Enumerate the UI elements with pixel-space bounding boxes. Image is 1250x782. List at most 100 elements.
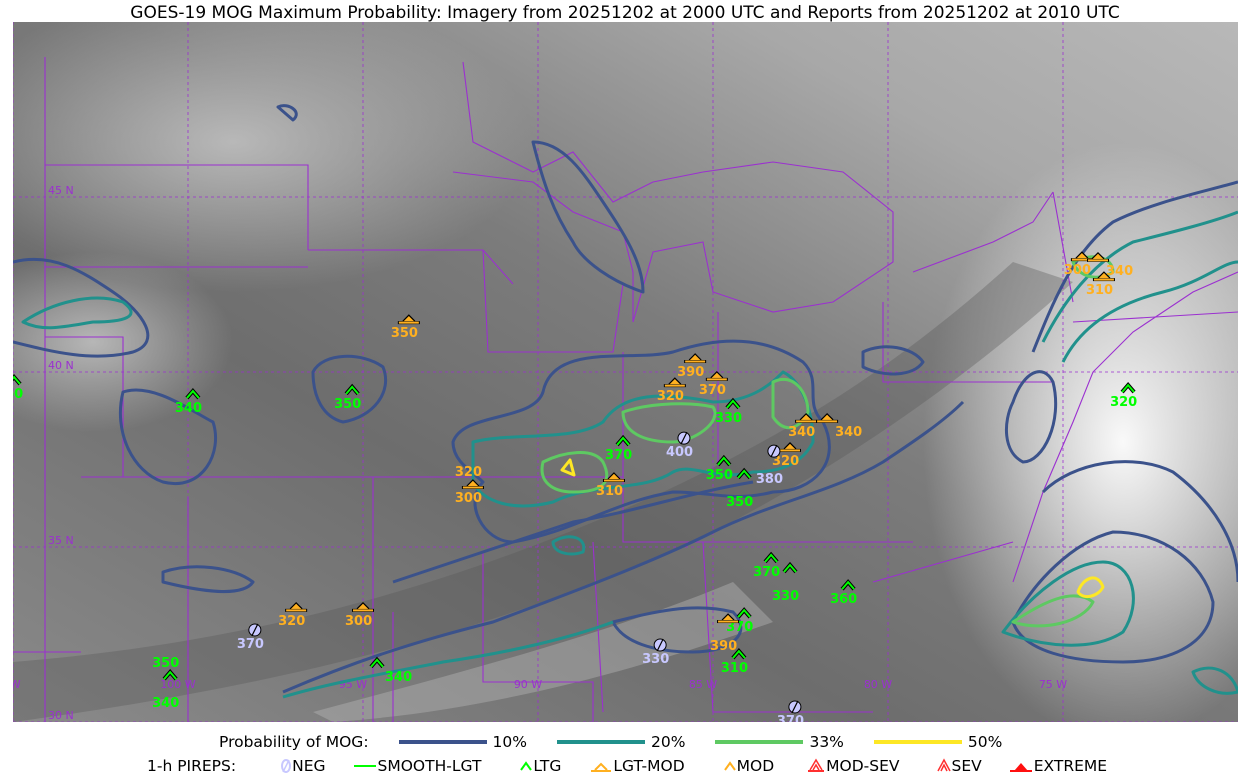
- legend-label: NEG: [292, 757, 326, 775]
- pirep-lgt-mod: 300: [1064, 251, 1093, 278]
- flight-level-label: 350: [706, 468, 733, 483]
- pirep-ltg: 350: [706, 454, 733, 483]
- pirep-neg: 330: [642, 638, 669, 667]
- caret-bar-icon: [1087, 252, 1109, 262]
- pirep-neg: 370: [777, 700, 804, 722]
- legend-label: EXTREME: [1033, 757, 1108, 775]
- pirep-ltg: 340: [369, 656, 412, 685]
- neg-circle-slash-icon: [248, 623, 262, 637]
- dark-band: [13, 262, 1073, 722]
- flight-level-label: 330: [715, 411, 742, 426]
- caret-bar-icon: [663, 377, 686, 388]
- swatch-50-percent: [873, 740, 962, 744]
- neg-circle-slash-icon: [788, 700, 802, 714]
- caret-icon: [723, 761, 736, 771]
- flight-level-label: 350: [391, 326, 418, 341]
- pirep-lgt-mod: 370: [699, 371, 728, 398]
- cloud-northwest: [13, 22, 533, 292]
- caret-bar-icon: [591, 762, 612, 772]
- flight-level-label: 370: [699, 383, 726, 398]
- caret-bar-icon: [602, 472, 625, 482]
- flight-level-label: 320: [772, 454, 799, 469]
- flight-level-label: 370: [237, 637, 264, 652]
- pirep-ltg: 330: [772, 561, 799, 604]
- legend-label: LGT-MOD: [613, 757, 685, 775]
- pirep-ltg: 350: [726, 467, 753, 510]
- longitude-label: 85 W: [689, 678, 717, 691]
- legend-pirep-mod-sev: MOD-SEV: [800, 757, 900, 775]
- caret-icon: [369, 656, 385, 669]
- flight-level-label: 370: [777, 714, 804, 722]
- legend-label: 10%: [492, 733, 527, 751]
- caret-bar-icon: [717, 613, 740, 624]
- pirep-lgt-mod: 320: [455, 465, 482, 480]
- caret-bar-icon: [705, 371, 728, 381]
- probability-legend: Probability of MOG: 10% 20% 33% 50%: [0, 733, 1250, 751]
- flight-level-label: 320: [1110, 395, 1137, 410]
- legend-pirep-extreme: EXTREME: [1008, 757, 1107, 775]
- map-title: GOES-19 MOG Maximum Probability: Imagery…: [130, 3, 1120, 23]
- flight-level-label: 380: [756, 472, 783, 487]
- pirep-neg: 370: [237, 623, 264, 652]
- double-caret-icon: [936, 758, 951, 772]
- caret-icon: [840, 579, 856, 591]
- longitude-label: 75 W: [1039, 678, 1067, 691]
- caret-icon: [763, 551, 779, 564]
- flight-level-label: 370: [726, 620, 753, 635]
- caret-bar-icon: [1092, 271, 1115, 282]
- latitude-label: 35 N: [48, 534, 74, 547]
- pirep-ltg: 370: [605, 434, 632, 463]
- flight-level-label: 340: [175, 401, 202, 416]
- legend-10-percent: 10%: [369, 733, 527, 751]
- flight-level-label: 400: [666, 445, 693, 460]
- caret-bar-icon: [816, 413, 839, 423]
- longitude-label: 105 W: [13, 678, 21, 691]
- probability-legend-title: Probability of MOG:: [219, 733, 369, 751]
- latitude-label: 40 N: [48, 359, 74, 372]
- legend-label: SMOOTH-LGT: [377, 757, 482, 775]
- pirep-lgt-mod: 340: [816, 413, 862, 440]
- double-caret-bar-icon: [808, 758, 825, 772]
- flight-level-label: 370: [753, 565, 780, 580]
- flight-level-label: 310: [596, 484, 623, 499]
- legend-33-percent: 33%: [695, 733, 844, 751]
- pirep-lgt-mod: 300: [345, 602, 374, 629]
- legend-label: MOD-SEV: [826, 757, 900, 775]
- legend-pirep-smooth-lgt: SMOOTH-LGT: [352, 757, 482, 775]
- flight-level-label: 360: [830, 592, 857, 607]
- legend-label: LTG: [533, 757, 562, 775]
- flight-level-label: 300: [345, 614, 372, 629]
- pireps-legend-title: 1-h PIREPS:: [147, 757, 237, 775]
- pirep-ltg: 360: [830, 579, 857, 607]
- caret-icon: [782, 561, 798, 574]
- legend-pirep-sev: SEV: [926, 757, 982, 775]
- neg-circle-slash-icon: [653, 638, 667, 652]
- caret-bar-icon: [1070, 251, 1093, 262]
- legend-pirep-ltg: LTG: [507, 757, 561, 775]
- pirep-ltg: 320: [1110, 382, 1137, 410]
- pirep-lgt-mod: 320: [278, 602, 308, 629]
- pirep-lgt-mod: 320: [657, 377, 686, 404]
- caret-icon: [1120, 382, 1136, 394]
- pirep-reports: 360 340 350 330 370 350 350 320 370 330 360 370 310 3…: [13, 251, 1137, 722]
- legend-label: 20%: [651, 733, 686, 751]
- longitude-label: 80 W: [864, 678, 892, 691]
- legend-pirep-neg: NEG: [266, 757, 326, 775]
- longitude-label: 100 W: [160, 678, 195, 691]
- caret-icon: [731, 648, 747, 660]
- legend-20-percent: 20%: [537, 733, 685, 751]
- pirep-ltg: 340: [152, 669, 179, 711]
- pirep-ltg: 360: [13, 373, 23, 402]
- legend-label: 33%: [809, 733, 844, 751]
- legend-label: MOD: [736, 757, 775, 775]
- filled-triangle-icon: [1009, 763, 1032, 772]
- pirep-lgt-mod: 310: [596, 472, 625, 499]
- pirep-lgt-mod: 340: [788, 413, 818, 440]
- caret-icon: [520, 761, 533, 771]
- flight-level-label: 340: [385, 670, 412, 685]
- legend-label: 50%: [967, 733, 1003, 751]
- caret-icon: [716, 454, 732, 467]
- neg-circle-slash-icon: [281, 759, 292, 773]
